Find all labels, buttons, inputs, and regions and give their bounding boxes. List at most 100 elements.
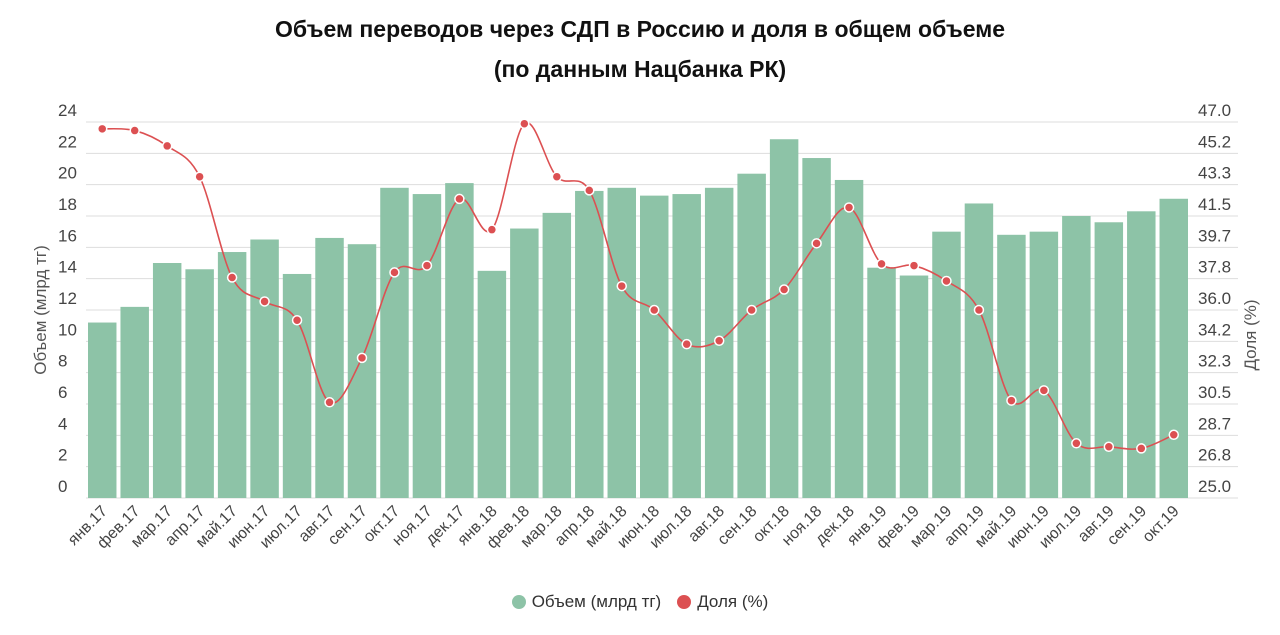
chart-title: Объем переводов через СДП в Россию и дол… — [274, 16, 1006, 42]
bar — [1127, 211, 1156, 499]
y-tick-label: 22 — [58, 132, 77, 151]
share-point — [96, 123, 108, 135]
share-point — [876, 258, 887, 270]
share-point — [324, 397, 335, 408]
y2-tick-label: 30.5 — [1198, 383, 1231, 402]
y-tick-label: 24 — [58, 101, 77, 120]
share-point — [291, 315, 303, 326]
share-point — [421, 260, 433, 271]
chart-subtitle: (по данным Нацбанка РК) — [493, 56, 787, 82]
y2-tick-label: 43.3 — [1198, 164, 1231, 183]
bar — [412, 194, 442, 499]
share-point — [648, 304, 660, 316]
y-tick-label: 8 — [58, 352, 67, 371]
share-line — [102, 121, 1175, 450]
share-point — [1038, 385, 1050, 396]
bar — [1062, 216, 1091, 498]
legend-label-volume: Объем (млрд тг) — [531, 592, 662, 611]
y2-tick-label: 34.2 — [1198, 320, 1231, 339]
share-point — [226, 272, 238, 283]
y2-tick-label: 41.5 — [1198, 195, 1231, 214]
y2-axis-title: Доля (%) — [1241, 299, 1260, 370]
bar — [1094, 222, 1124, 498]
bar — [217, 252, 247, 498]
y2-tick-label: 25.0 — [1198, 477, 1231, 496]
share-point — [908, 260, 920, 271]
y2-tick-label: 32.3 — [1198, 352, 1231, 371]
y-tick-label: 12 — [58, 289, 77, 308]
bar — [737, 173, 766, 498]
share-point — [1103, 441, 1115, 452]
legend-item-volume[interactable]: Объем (млрд тг) — [511, 592, 662, 612]
bar — [1029, 231, 1059, 498]
bar — [899, 275, 929, 498]
share-point — [486, 224, 498, 235]
bar — [932, 231, 961, 498]
share-point — [194, 171, 205, 182]
share-point — [1006, 395, 1017, 406]
legend-swatch-share — [677, 595, 692, 609]
legend-swatch-volume — [511, 595, 526, 609]
share-point — [259, 296, 270, 307]
bar — [445, 183, 474, 498]
x-tick-label: окт.19 — [1140, 503, 1183, 546]
y2-tick-label: 37.8 — [1198, 258, 1231, 277]
bar — [88, 322, 117, 498]
y2-tick-label: 36.0 — [1198, 289, 1231, 308]
y-tick-label: 10 — [58, 320, 77, 339]
share-point — [161, 140, 173, 152]
bar — [477, 270, 507, 498]
share-point — [356, 352, 368, 364]
combo-chart: 02468101214161820222425.026.828.730.532.… — [31, 101, 1260, 552]
bar — [834, 179, 864, 498]
legend: Объем (млрд тг) Доля (%) — [0, 592, 1280, 612]
y-tick-label: 2 — [58, 446, 67, 465]
bar — [867, 267, 896, 498]
bar — [152, 263, 182, 498]
bar — [575, 190, 604, 498]
share-point — [1168, 429, 1180, 441]
bar — [380, 187, 409, 499]
share-point — [746, 304, 757, 316]
share-point — [584, 185, 595, 196]
share-point — [713, 335, 725, 347]
y2-tick-label: 45.2 — [1198, 132, 1231, 151]
share-point — [1071, 438, 1082, 449]
share-point — [616, 280, 628, 292]
bar — [607, 187, 636, 499]
bar — [802, 158, 831, 499]
bar — [315, 237, 344, 498]
bar — [640, 195, 669, 498]
bar — [964, 203, 994, 498]
bar — [510, 228, 539, 499]
bar — [1159, 198, 1188, 498]
y-tick-label: 14 — [58, 258, 77, 277]
y2-tick-label: 47.0 — [1198, 101, 1231, 120]
y-tick-label: 4 — [58, 414, 67, 433]
bar — [282, 273, 312, 498]
y-tick-label: 6 — [58, 383, 67, 402]
y-tick-label: 18 — [58, 195, 77, 214]
y-tick-label: 0 — [58, 477, 67, 496]
y-tick-label: 16 — [58, 226, 77, 245]
y2-tick-label: 28.7 — [1198, 414, 1231, 433]
legend-item-share[interactable]: Доля (%) — [677, 592, 768, 612]
bar — [185, 269, 214, 498]
share-point — [811, 238, 822, 249]
bar — [769, 139, 799, 498]
bar — [250, 239, 279, 498]
share-point — [389, 267, 400, 278]
y2-tick-label: 26.8 — [1198, 446, 1231, 465]
bar — [542, 212, 572, 498]
share-point — [551, 171, 563, 182]
legend-label-share: Доля (%) — [697, 592, 769, 611]
y-tick-label: 20 — [58, 164, 77, 183]
share-point — [681, 338, 692, 350]
bar — [120, 306, 149, 498]
share-point — [1136, 443, 1147, 454]
share-point — [129, 125, 140, 136]
share-point — [454, 193, 465, 205]
share-point — [843, 202, 855, 213]
share-point — [778, 284, 790, 295]
bar — [347, 244, 377, 498]
